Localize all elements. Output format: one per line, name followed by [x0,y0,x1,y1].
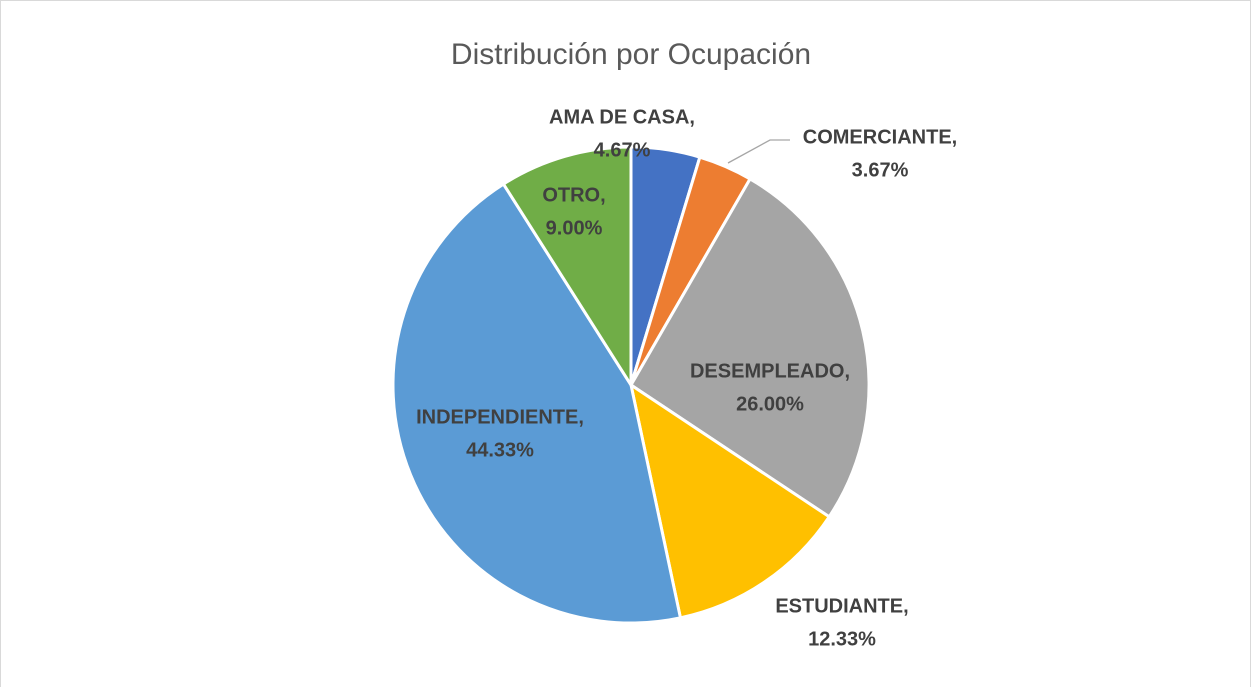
pie-slice [501,145,633,391]
labels: AMA DE CASA, 4.67% COMERCIANTE, 3.67% DESEMP… [416,106,957,650]
value-label: 4.67% [594,139,651,161]
category-label: DESEMPLEADO, [690,360,850,382]
value-label: 26.00% [736,393,804,415]
value-label: 9.00% [546,217,603,239]
value-label: 12.33% [808,628,876,650]
category-label: ESTUDIANTE, [775,595,908,617]
value-label: 3.67% [852,159,909,181]
value-label: 44.33% [466,439,534,461]
chart-title: Distribución por Ocupación [451,38,811,71]
pie-slice [391,181,683,625]
category-label: OTRO, [542,184,605,206]
leader-line [727,139,790,164]
slices [391,145,871,625]
pie-slice [628,381,832,620]
category-label: INDEPENDIENTE, [416,406,584,428]
category-label: COMERCIANTE, [803,126,957,148]
category-label: AMA DE CASA, [549,106,695,128]
pie-slice [628,176,871,519]
